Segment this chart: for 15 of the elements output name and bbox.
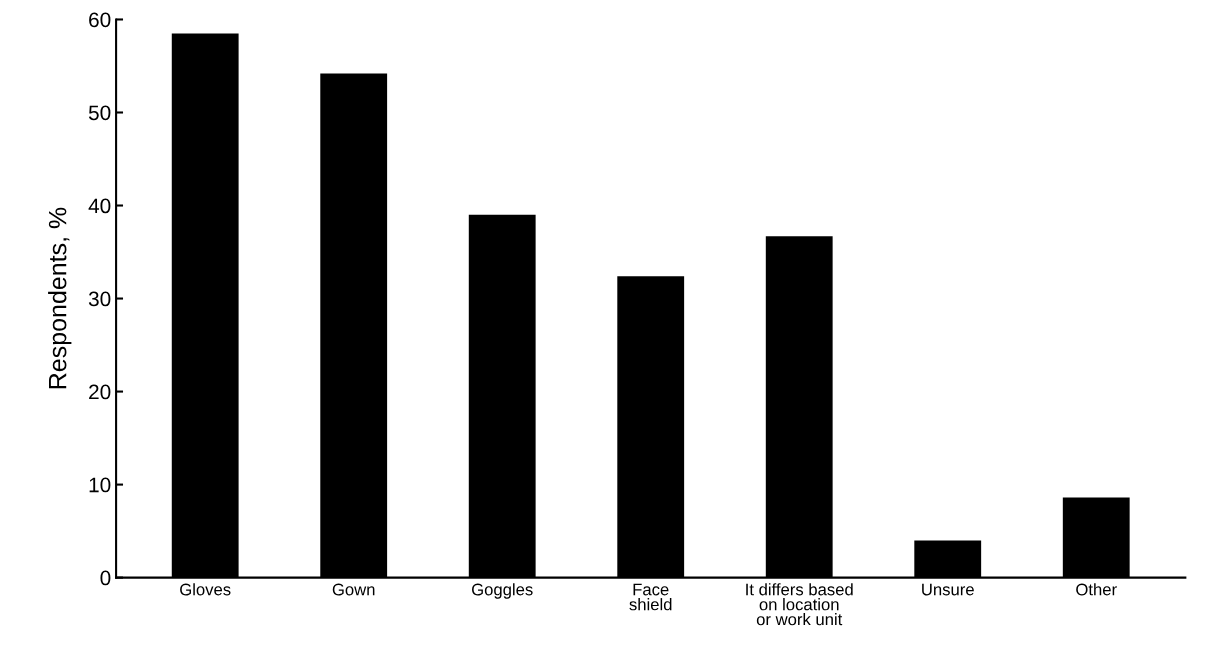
- y-tick-label: 0: [100, 570, 111, 586]
- y-tick-label: 10: [89, 477, 111, 493]
- x-tick-label: Other: [1076, 583, 1117, 596]
- x-tick-label: Goggles: [472, 583, 533, 599]
- y-tick-label: 40: [88, 198, 111, 214]
- x-tick-label: It differs based on location or work unit: [746, 583, 853, 626]
- y-axis-title: Respondents, %: [48, 207, 72, 389]
- x-tick-label: Unsure: [922, 583, 974, 596]
- y-tick-label: 60: [89, 12, 111, 28]
- x-tick-label: Face shield: [629, 583, 672, 611]
- y-tick-label: 20: [89, 384, 111, 400]
- y-tick-label: 30: [88, 291, 111, 307]
- x-tick-label: Gloves: [180, 583, 231, 596]
- x-tick-label: Gown: [332, 583, 375, 596]
- y-tick-label: 50: [88, 105, 111, 121]
